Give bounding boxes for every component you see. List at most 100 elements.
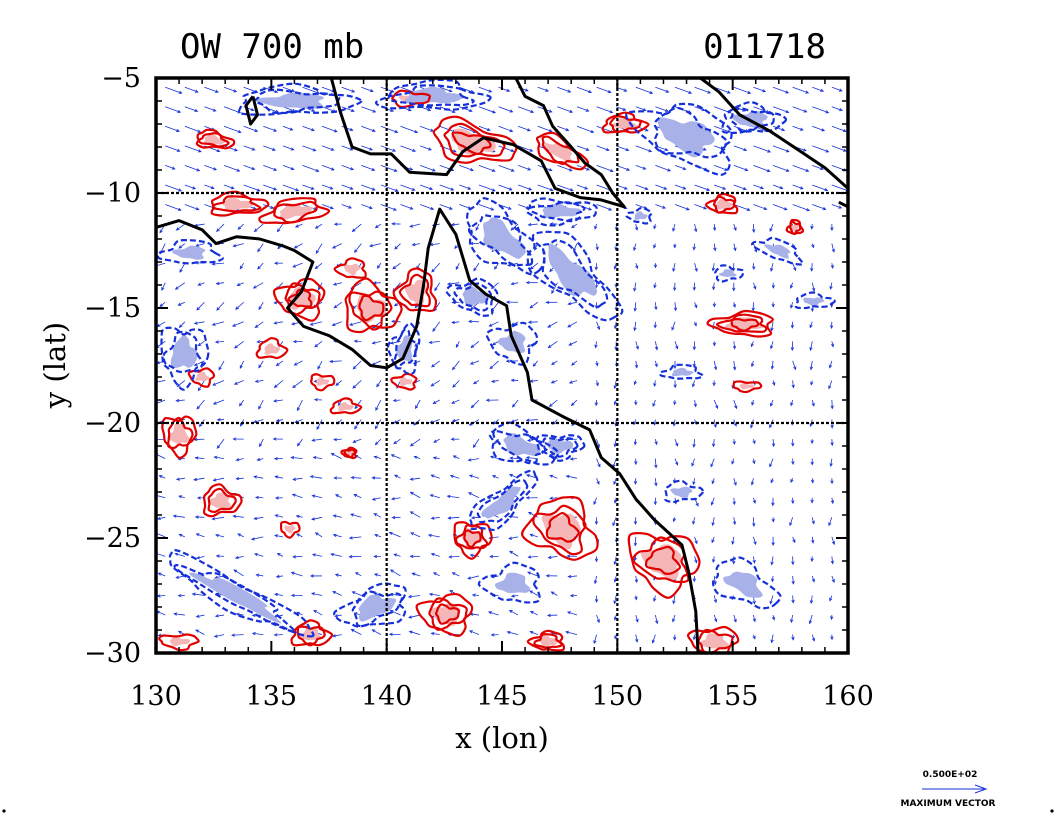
- wind-vector: [302, 184, 315, 190]
- wind-vector: [792, 262, 797, 272]
- wind-vector: [334, 573, 342, 577]
- wind-vector: [354, 243, 362, 253]
- wind-vector: [527, 320, 538, 324]
- wind-vector: [518, 145, 534, 152]
- wind-vector: [750, 360, 755, 368]
- wind-vector: [498, 165, 515, 172]
- wind-vector: [179, 262, 186, 273]
- wind-vector: [791, 634, 795, 641]
- wind-vector: [830, 634, 834, 641]
- wind-vector: [529, 590, 538, 596]
- wind-vector: [548, 399, 558, 408]
- wind-vector: [525, 496, 538, 500]
- wind-vector: [374, 223, 382, 229]
- positive-ow-contour: [187, 367, 216, 388]
- wind-vector: [478, 165, 496, 172]
- wind-vector: [211, 321, 225, 326]
- negative-ow-contour: [541, 239, 609, 309]
- negative-ow-contour: [351, 590, 404, 628]
- positive-ow-contour: [609, 115, 642, 134]
- wind-vector: [791, 497, 795, 505]
- wind-vector: [633, 517, 638, 525]
- wind-vector: [831, 575, 835, 583]
- wind-vector: [430, 632, 440, 636]
- wind-vector: [545, 574, 558, 578]
- wind-vector: [428, 340, 440, 344]
- wind-vector: [613, 614, 618, 621]
- positive-ow-contour: [789, 220, 802, 235]
- wind-vector: [712, 224, 717, 232]
- positive-ow-fill: [284, 524, 296, 534]
- wind-vector: [329, 359, 342, 364]
- wind-vector: [321, 125, 338, 133]
- wind-vector: [731, 458, 735, 465]
- wind-vector: [451, 418, 460, 423]
- positive-ow-contour: [415, 592, 474, 638]
- wind-vector: [549, 496, 558, 500]
- wind-vector: [811, 634, 816, 642]
- negative-ow-contour: [386, 322, 421, 375]
- wind-vector: [400, 125, 419, 134]
- wind-vector: [674, 458, 679, 466]
- wind-vector: [388, 632, 401, 636]
- wind-vector: [790, 614, 794, 624]
- wind-vector: [635, 145, 653, 153]
- wind-vector: [212, 399, 225, 405]
- wind-vector: [769, 458, 774, 468]
- negative-ow-contour: [445, 277, 499, 317]
- wind-vector: [550, 591, 558, 596]
- wind-vector: [475, 223, 480, 231]
- wind-vector: [593, 634, 597, 645]
- wind-vector: [809, 341, 813, 352]
- wind-vector: [392, 398, 401, 403]
- wind-vector: [752, 556, 756, 564]
- wind-vector: [692, 243, 696, 251]
- wind-vector: [257, 243, 264, 253]
- wind-vector: [361, 204, 373, 210]
- wind-vector: [374, 533, 382, 538]
- wind-vector: [341, 165, 355, 171]
- wind-vector: [511, 399, 519, 408]
- wind-vector: [567, 321, 578, 328]
- wind-vector: [557, 165, 573, 172]
- wind-vector: [789, 282, 794, 289]
- positive-ow-contour: [391, 89, 432, 109]
- wind-vector: [568, 340, 578, 346]
- wind-vector: [293, 243, 303, 249]
- wind-vector: [772, 106, 790, 114]
- wind-vector: [373, 554, 381, 559]
- wind-vector: [769, 223, 774, 233]
- wind-vector: [494, 262, 499, 270]
- wind-vector: [478, 204, 495, 211]
- positive-ow-contour: [390, 372, 418, 391]
- wind-vector: [752, 634, 756, 640]
- wind-vector: [176, 380, 186, 388]
- wind-vector: [158, 475, 166, 479]
- wind-vector: [714, 184, 727, 190]
- wind-vector: [692, 439, 696, 448]
- wind-vector: [178, 495, 185, 499]
- wind-vector: [256, 457, 264, 462]
- wind-vector: [693, 399, 697, 408]
- wind-vector: [595, 360, 599, 367]
- wind-vector: [290, 456, 303, 460]
- wind-vector: [459, 184, 472, 190]
- wind-vector: [173, 612, 185, 616]
- wind-vector: [692, 341, 697, 351]
- coastline: [329, 78, 626, 209]
- wind-vector: [772, 125, 786, 132]
- wind-vector: [769, 595, 774, 605]
- wind-vector: [634, 399, 638, 406]
- x-axis-label: x (lon): [455, 721, 549, 755]
- wind-vector: [156, 594, 166, 598]
- wind-vector: [292, 477, 303, 481]
- wind-vector: [165, 125, 180, 133]
- wind-vector: [752, 224, 756, 234]
- positive-ow-fill: [539, 635, 558, 648]
- wind-vector: [557, 184, 574, 192]
- wind-vector: [234, 341, 244, 349]
- wind-vector: [711, 478, 715, 485]
- wind-vector: [655, 184, 668, 190]
- wind-vector: [692, 634, 696, 641]
- positive-ow-contour: [732, 380, 763, 394]
